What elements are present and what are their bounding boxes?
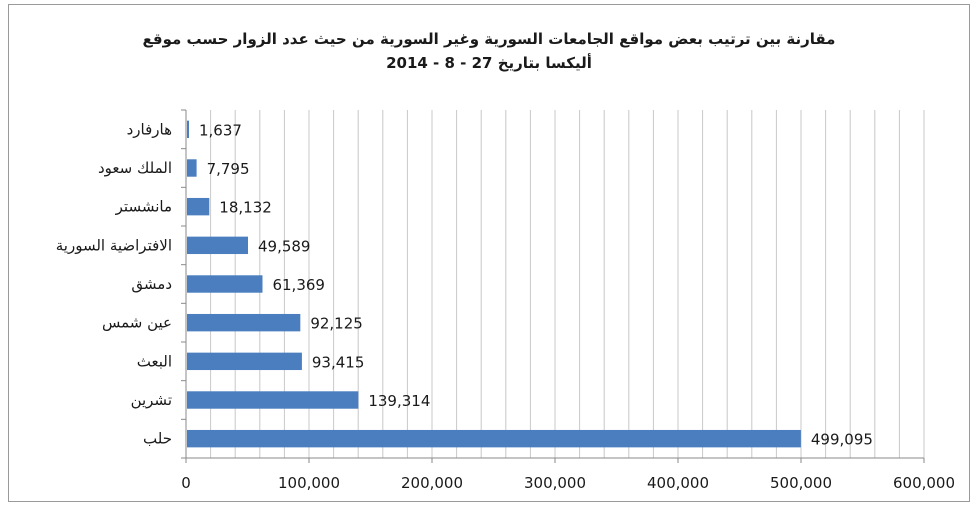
bar xyxy=(187,236,248,255)
x-tick-label: 100,000 xyxy=(278,474,340,492)
bar xyxy=(187,159,197,177)
category-label: الافتراضية السورية xyxy=(56,236,172,254)
bar xyxy=(187,313,301,332)
value-label: 92,125 xyxy=(310,315,363,333)
value-label: 1,637 xyxy=(199,121,242,139)
value-label: 61,369 xyxy=(272,276,325,294)
value-label: 93,415 xyxy=(312,353,365,371)
bar xyxy=(187,352,302,371)
category-label: الملك سعود xyxy=(98,159,172,177)
category-label: مانشستر xyxy=(115,198,172,216)
category-label: دمشق xyxy=(131,275,172,293)
chart-title: مقارنة بين ترتيب بعض مواقع الجامعات السو… xyxy=(9,27,969,75)
category-label: تشرين xyxy=(131,391,172,409)
chart-title-line-1: مقارنة بين ترتيب بعض مواقع الجامعات السو… xyxy=(142,30,836,48)
value-label: 18,132 xyxy=(219,199,272,217)
bar xyxy=(187,120,190,139)
category-label: عين شمس xyxy=(102,314,172,332)
chart-frame: مقارنة بين ترتيب بعض مواقع الجامعات السو… xyxy=(8,4,970,502)
bars xyxy=(187,120,801,448)
chart-title-line-2: أليكسا بتاريخ 27 - 8 - 2014 xyxy=(386,54,592,72)
x-tick-label: 200,000 xyxy=(401,474,463,492)
value-label: 49,589 xyxy=(258,237,311,255)
x-tick-label: 600,000 xyxy=(893,474,955,492)
bar xyxy=(187,429,801,448)
category-label: البعث xyxy=(137,352,172,370)
labels: 0 100,000 200,000 300,000 400,000 500,000 600,… xyxy=(56,120,955,492)
bar xyxy=(187,197,210,216)
x-tick-label: 500,000 xyxy=(770,474,832,492)
value-label: 499,095 xyxy=(811,431,873,449)
category-label: حلب xyxy=(143,430,172,448)
value-label: 139,314 xyxy=(368,392,430,410)
axes xyxy=(181,109,925,463)
x-tick-label: 300,000 xyxy=(524,474,586,492)
value-label: 7,795 xyxy=(207,160,250,178)
bar xyxy=(187,275,263,293)
x-tick-label: 400,000 xyxy=(647,474,709,492)
bar xyxy=(187,391,359,409)
category-label: هارفارد xyxy=(127,120,172,138)
x-tick-label: 0 xyxy=(181,474,191,492)
